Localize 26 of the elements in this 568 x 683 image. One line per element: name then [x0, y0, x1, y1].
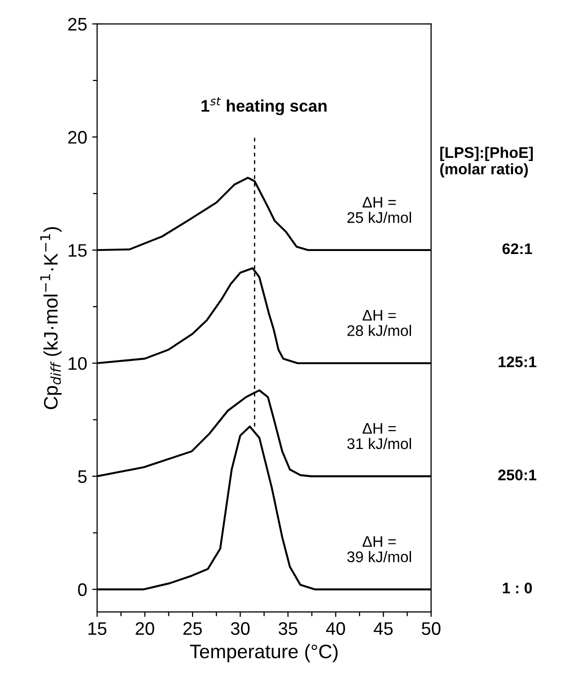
y-tick-label: 0 [78, 583, 87, 596]
y-tick-label: 15 [68, 244, 87, 257]
text: 62:1 [502, 243, 532, 254]
y-tick-label: 5 [78, 470, 87, 483]
x-tick-label: 40 [326, 622, 346, 635]
text: 1 : 0 [502, 582, 532, 594]
x-tick-label: 25 [183, 622, 202, 635]
y-tick-label: 20 [68, 130, 87, 144]
x-tick-label: 15 [88, 622, 106, 635]
annotation: ΔH = 28 kJ/mol [347, 310, 412, 336]
legend-title: [LPS]:[PhoE] (molar ratio) [440, 146, 533, 178]
x-tick-label: 50 [422, 622, 440, 635]
x-tick-label: 30 [230, 622, 250, 635]
y-tick-label: 10 [68, 357, 87, 370]
annotation: ΔH = 25 kJ/mol [347, 196, 412, 223]
annotation: ΔH = 39 kJ/mol [347, 536, 412, 562]
x-tick-label: 35 [278, 622, 298, 635]
x-tick-label: 45 [374, 622, 393, 635]
annotation: ΔH = 31 kJ/mol [347, 423, 412, 450]
y-tick-label: 25 [68, 18, 87, 31]
y-axis-title: Cp$_{diff}$ (kJ·mol$^{−1}$·K$^{−1}$) [40, 227, 62, 410]
annotation: 1$^{st}$ heating scan [202, 97, 327, 116]
x-axis-title: Temperature (°C) [190, 644, 338, 662]
text: 125:1 [498, 356, 536, 368]
text: 250:1 [498, 470, 536, 480]
x-tick-label: 20 [136, 622, 154, 635]
